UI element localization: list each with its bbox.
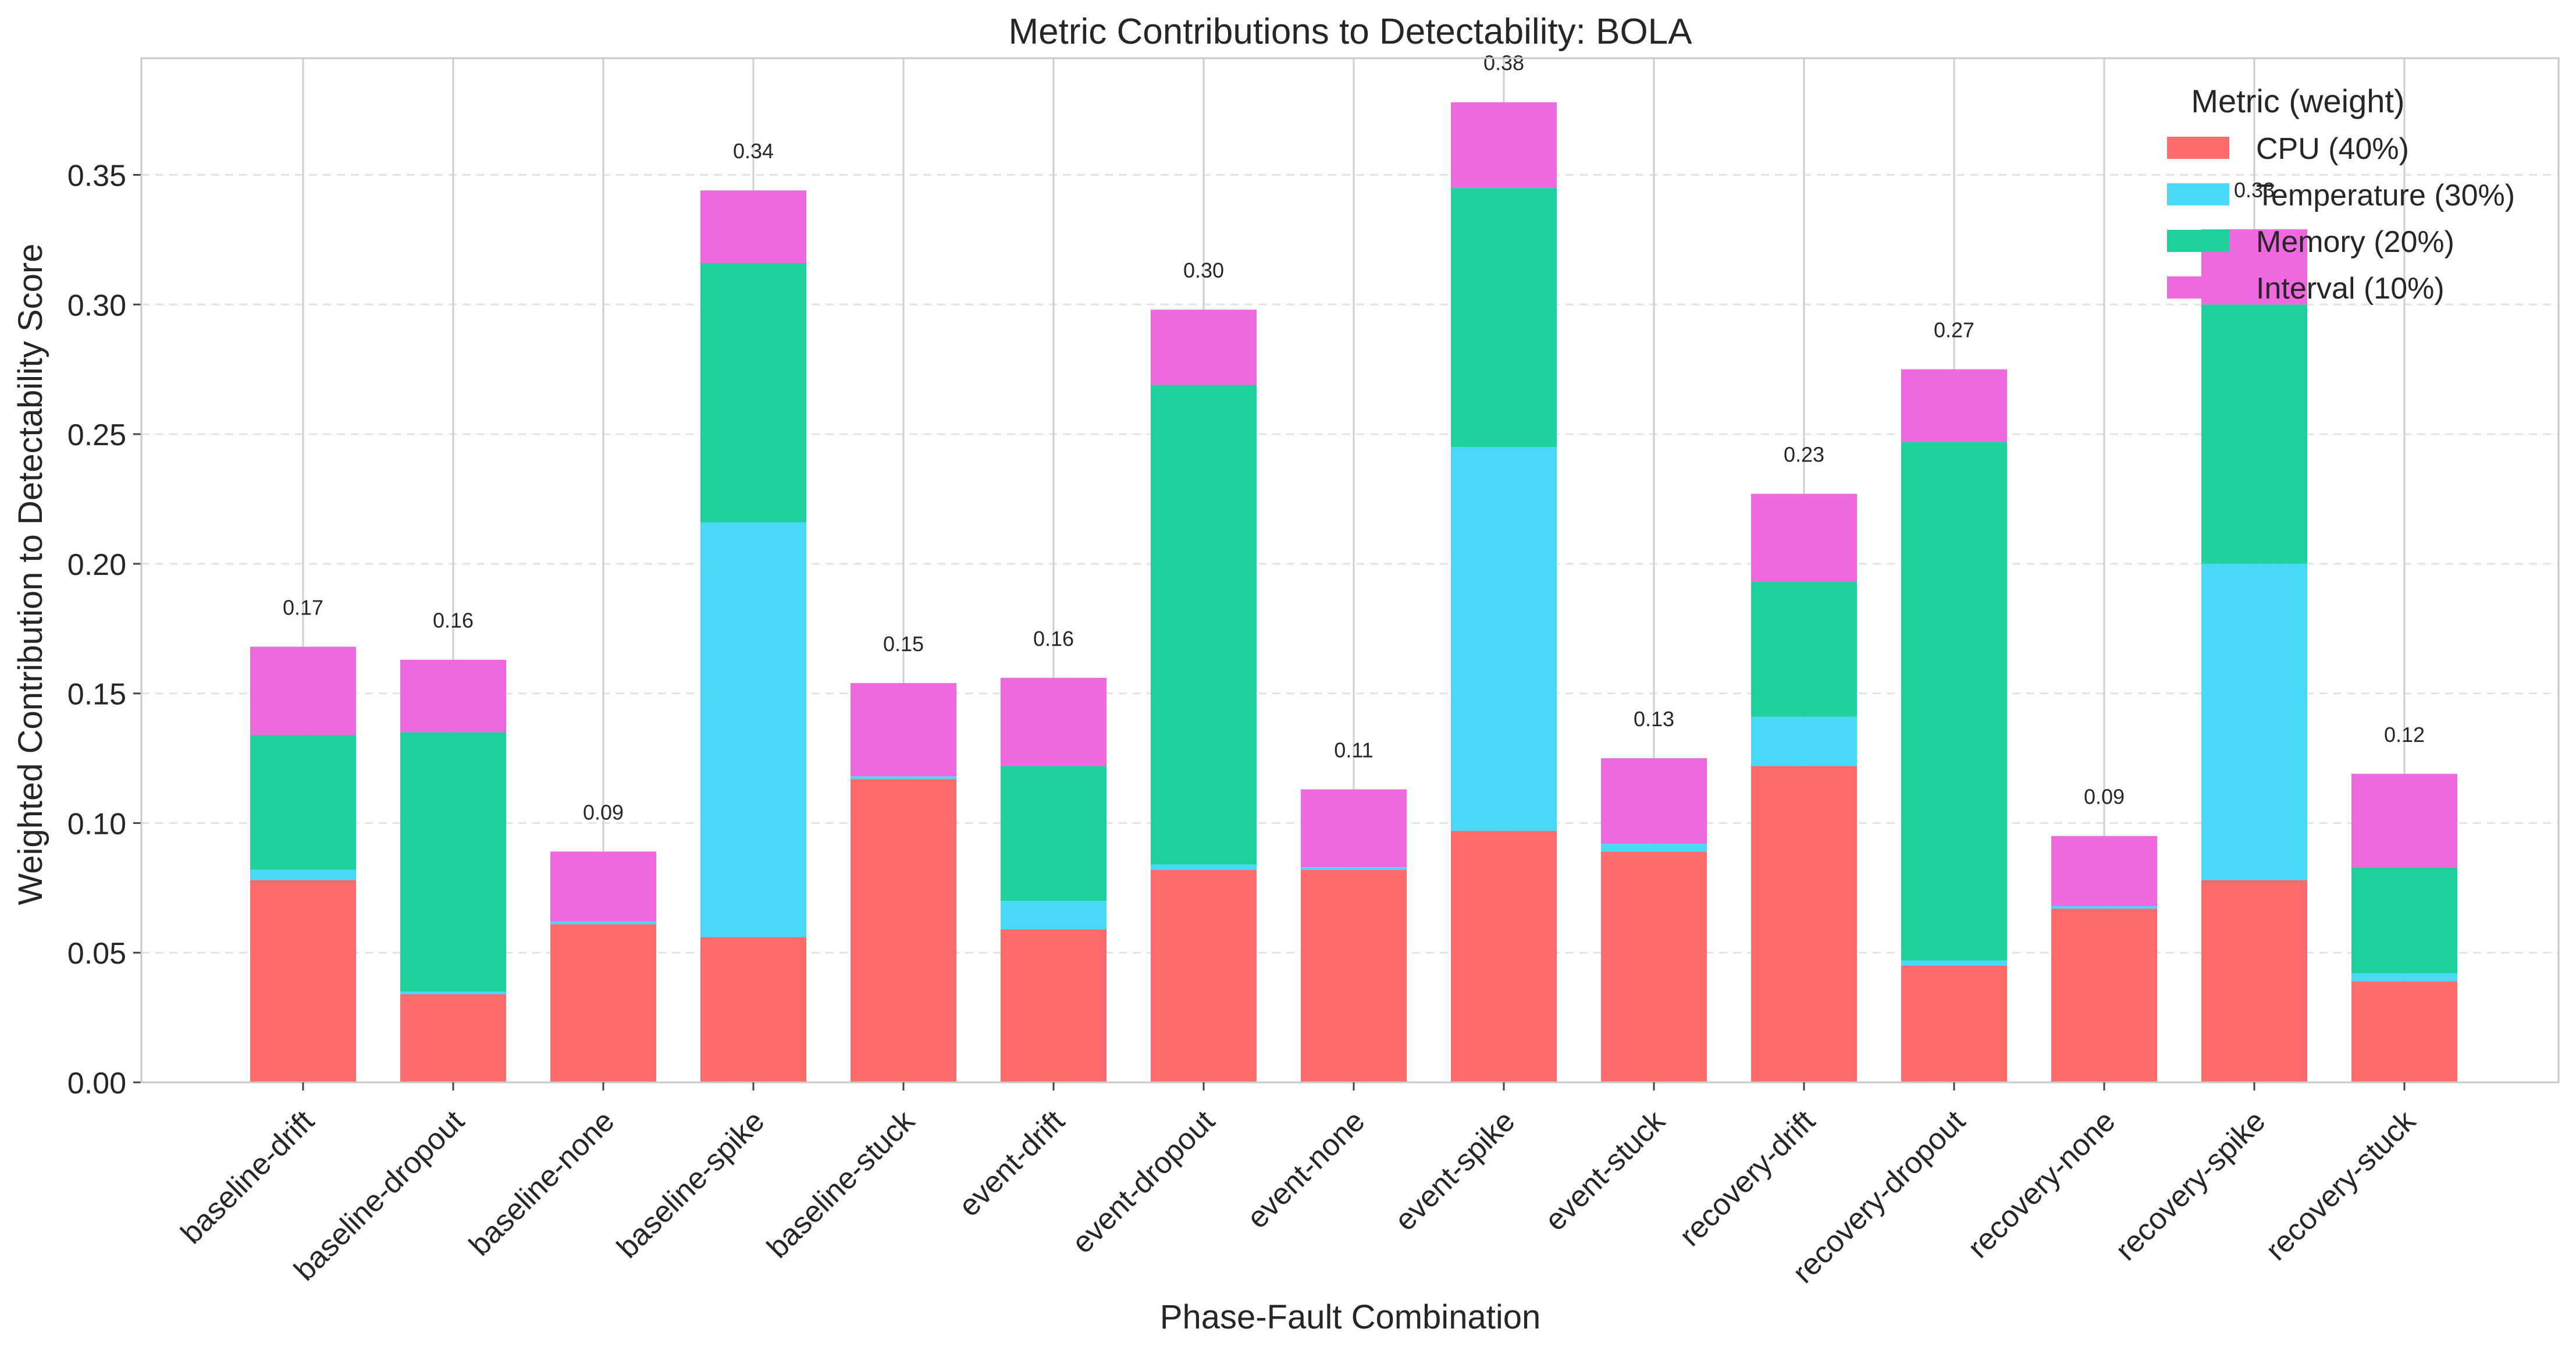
bar-total-label: 0.33 — [2234, 178, 2275, 202]
y-tick-label: 0.20 — [67, 548, 126, 582]
bar-segment — [2051, 906, 2157, 909]
plot-frame — [140, 57, 2560, 1084]
bar-segment — [1451, 187, 1557, 447]
bar-segment — [851, 776, 956, 779]
bar-total-label: 0.23 — [1784, 443, 1824, 467]
bar-segment — [1001, 766, 1106, 901]
bar-total-label: 0.09 — [2084, 785, 2125, 809]
bar-segment — [1301, 789, 1407, 868]
bar-segment — [1751, 493, 1857, 582]
bar-segment — [400, 994, 506, 1082]
bar-total-label: 0.13 — [1634, 707, 1674, 731]
bar-segment — [400, 732, 506, 992]
bar-segment — [550, 924, 656, 1082]
y-tick-label: 0.05 — [67, 937, 126, 971]
bar-segment — [1151, 864, 1257, 870]
bar-segment — [1001, 901, 1106, 930]
bar-segment — [1601, 758, 1707, 844]
bar-segment — [1601, 851, 1707, 1082]
y-tick-label: 0.35 — [67, 159, 126, 193]
bar-segment — [851, 779, 956, 1082]
bar-segment — [1451, 447, 1557, 831]
bars-layer: 0.17 0.16 0.09 0.34 0.15 0.16 0.30 0.11 0.38 0.13… — [250, 51, 2457, 1082]
bar-segment — [2201, 304, 2307, 564]
bar-total-label: 0.16 — [1033, 627, 1074, 651]
y-tick-label: 0.15 — [67, 678, 126, 712]
legend-swatch — [2167, 183, 2229, 205]
bar-segment — [2351, 973, 2457, 982]
legend-label: Memory (20%) — [2256, 225, 2454, 259]
bar-segment — [1451, 830, 1557, 1082]
y-tick-label: 0.25 — [67, 418, 126, 452]
bar-segment — [1451, 102, 1557, 188]
bar-segment — [700, 937, 806, 1082]
bar-segment — [1751, 716, 1857, 766]
bar-segment — [1151, 385, 1257, 865]
legend-title: Metric (weight) — [2191, 83, 2404, 119]
bar-segment — [2051, 836, 2157, 907]
bar-segment — [1751, 582, 1857, 717]
bar-total-label: 0.11 — [1334, 738, 1373, 762]
bar-segment — [550, 921, 656, 925]
bar-segment — [851, 683, 956, 777]
legend-swatch — [2167, 137, 2229, 159]
bar-segment — [700, 190, 806, 263]
bar-segment — [2051, 908, 2157, 1082]
bar-segment — [1001, 677, 1106, 766]
bar-segment — [250, 880, 356, 1082]
legend-label: Interval (10%) — [2256, 272, 2445, 305]
bar-segment — [700, 522, 806, 937]
bar-segment — [2201, 563, 2307, 880]
chart-title: Metric Contributions to Detectability: B… — [1008, 12, 1692, 52]
y-tick-label: 0.10 — [67, 807, 126, 841]
bar-segment — [1151, 310, 1257, 385]
bar-segment — [1301, 867, 1407, 870]
bar-segment — [2351, 981, 2457, 1082]
bar-total-label: 0.17 — [283, 595, 323, 619]
bar-total-label: 0.27 — [1934, 318, 1974, 342]
bar-total-label: 0.38 — [1483, 51, 1524, 75]
bar-segment — [250, 646, 356, 735]
bar-segment — [1901, 960, 2007, 966]
bar-segment — [700, 263, 806, 523]
legend-label: CPU (40%) — [2256, 132, 2409, 166]
x-axis-label: Phase-Fault Combination — [1160, 1298, 1540, 1336]
legend-swatch — [2167, 276, 2229, 299]
bar-segment — [1301, 869, 1407, 1082]
bar-segment — [1751, 766, 1857, 1082]
y-axis-label: Weighted Contribution to Detectability S… — [12, 244, 49, 905]
bar-segment — [1901, 965, 2007, 1082]
bar-segment — [250, 869, 356, 880]
bar-segment — [400, 659, 506, 733]
bar-segment — [2351, 867, 2457, 974]
bar-total-label: 0.12 — [2384, 723, 2425, 747]
bar-segment — [1151, 869, 1257, 1082]
bar-segment — [250, 734, 356, 870]
bar-segment — [1001, 929, 1106, 1082]
bar-segment — [400, 992, 506, 994]
bar-total-label: 0.34 — [733, 139, 774, 163]
bar-segment — [2201, 880, 2307, 1082]
bar-total-label: 0.09 — [583, 800, 624, 824]
y-tick-label: 0.30 — [67, 289, 126, 322]
bar-segment — [550, 851, 656, 922]
bar-segment — [1901, 369, 2007, 442]
bar-total-label: 0.15 — [883, 632, 924, 656]
bar-segment — [1601, 844, 1707, 852]
bar-total-label: 0.30 — [1183, 258, 1224, 282]
legend-swatch — [2167, 230, 2229, 252]
y-tick-label: 0.00 — [67, 1067, 126, 1100]
bar-segment — [2351, 773, 2457, 868]
legend: Metric (weight) CPU (40%) Temperature (30… — [2167, 83, 2515, 305]
bar-segment — [1901, 442, 2007, 961]
legend-label: Temperature (30%) — [2256, 179, 2515, 212]
bar-total-label: 0.16 — [433, 609, 474, 633]
